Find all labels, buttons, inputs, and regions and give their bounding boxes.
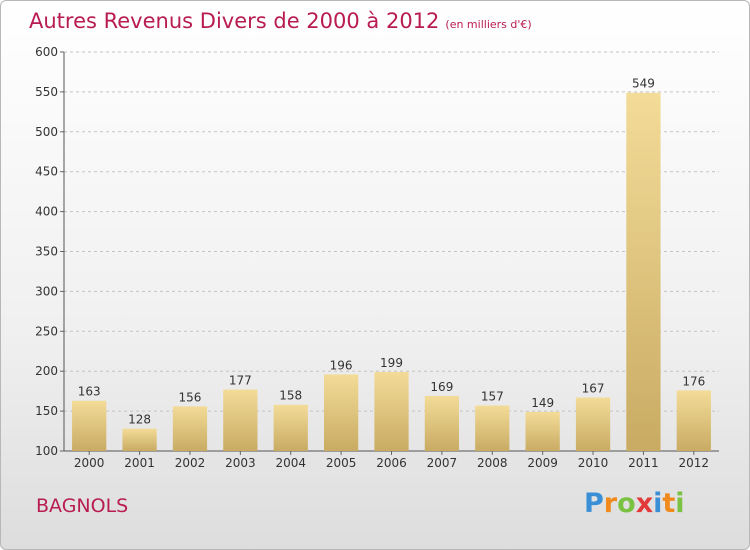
logo-letter: x bbox=[635, 488, 654, 519]
bar bbox=[575, 397, 611, 451]
data-label: 199 bbox=[380, 356, 403, 370]
y-tick-label: 250 bbox=[35, 324, 58, 338]
data-label: 128 bbox=[128, 413, 151, 427]
x-tick-label: 2001 bbox=[124, 456, 155, 470]
y-tick-label: 200 bbox=[35, 364, 58, 378]
data-label: 149 bbox=[531, 396, 554, 410]
bar bbox=[676, 390, 711, 451]
bar bbox=[172, 406, 208, 451]
data-label: 163 bbox=[78, 385, 101, 399]
chart-title: Autres Revenus Divers de 2000 à 2012 (en … bbox=[29, 9, 532, 33]
bar bbox=[223, 389, 258, 451]
logo-letter: r bbox=[603, 488, 618, 519]
proxiti-logo: Proxiti bbox=[584, 488, 685, 519]
x-tick-label: 2012 bbox=[679, 456, 710, 470]
x-tick-label: 2008 bbox=[477, 456, 508, 470]
bar bbox=[475, 405, 510, 451]
y-tick-label: 600 bbox=[35, 45, 58, 59]
commune-name: BAGNOLS bbox=[36, 495, 129, 517]
x-tick-label: 2007 bbox=[427, 456, 458, 470]
x-tick-label: 2004 bbox=[275, 456, 306, 470]
x-tick-label: 2010 bbox=[578, 456, 609, 470]
x-tick-label: 2006 bbox=[376, 456, 407, 470]
x-tick-label: 2005 bbox=[326, 456, 357, 470]
data-label: 196 bbox=[330, 358, 353, 372]
data-label: 156 bbox=[179, 390, 202, 404]
y-tick-label: 500 bbox=[35, 125, 58, 139]
bar bbox=[323, 374, 359, 451]
y-tick-label: 450 bbox=[35, 165, 58, 179]
bar bbox=[424, 395, 460, 451]
data-label: 176 bbox=[682, 374, 705, 388]
y-tick-label: 400 bbox=[35, 205, 58, 219]
data-label: 158 bbox=[279, 389, 302, 403]
x-tick-label: 2009 bbox=[527, 456, 558, 470]
x-tick-label: 2002 bbox=[175, 456, 206, 470]
y-tick-label: 300 bbox=[35, 284, 58, 298]
data-label: 157 bbox=[481, 390, 504, 404]
bar bbox=[72, 400, 107, 451]
chart-title-text: Autres Revenus Divers de 2000 à 2012 bbox=[29, 9, 440, 33]
bar bbox=[122, 428, 157, 451]
chart-unit: (en milliers d'€) bbox=[445, 18, 532, 31]
y-tick-label: 150 bbox=[35, 404, 58, 418]
y-tick-label: 100 bbox=[35, 444, 58, 458]
data-label: 167 bbox=[582, 382, 605, 396]
logo-letter: t bbox=[662, 488, 676, 519]
logo-letter: i bbox=[653, 488, 663, 519]
logo-letter: i bbox=[675, 488, 685, 519]
bar bbox=[374, 371, 409, 451]
data-label: 169 bbox=[430, 380, 453, 394]
x-tick-label: 2011 bbox=[628, 456, 659, 470]
data-label: 177 bbox=[229, 374, 252, 388]
y-tick-label: 550 bbox=[35, 85, 58, 99]
bar bbox=[273, 404, 308, 451]
bar bbox=[525, 411, 560, 451]
logo-letter: o bbox=[617, 488, 636, 519]
data-label: 549 bbox=[632, 77, 655, 91]
logo-letter: P bbox=[584, 488, 604, 519]
y-tick-label: 350 bbox=[35, 245, 58, 259]
bar bbox=[626, 92, 661, 451]
x-tick-label: 2003 bbox=[225, 456, 256, 470]
x-tick-label: 2000 bbox=[74, 456, 105, 470]
